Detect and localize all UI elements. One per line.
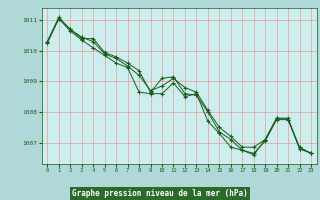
Text: Graphe pression niveau de la mer (hPa): Graphe pression niveau de la mer (hPa) bbox=[72, 189, 248, 198]
